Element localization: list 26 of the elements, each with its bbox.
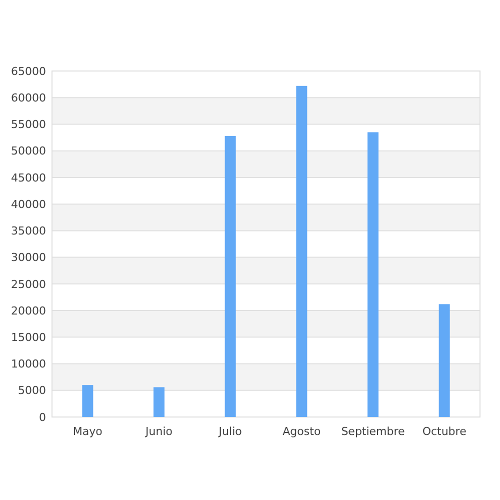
y-tick-label: 20000 [11, 304, 46, 318]
y-tick-label: 25000 [11, 278, 46, 291]
y-tick-label: 5000 [18, 384, 46, 398]
x-tick-label: Junio [144, 425, 173, 438]
y-tick-label: 45000 [11, 171, 46, 184]
bar [154, 387, 164, 417]
y-tick-label: 0 [39, 410, 46, 424]
bar [296, 86, 308, 417]
y-tick-label: 55000 [11, 118, 46, 132]
bar [438, 304, 450, 417]
y-tick-label: 60000 [11, 91, 46, 104]
y-tick-label: 40000 [11, 198, 46, 211]
x-tick-label: Mayo [72, 425, 103, 438]
y-tick-label: 10000 [11, 358, 46, 371]
x-tick-label: Octubre [422, 425, 467, 438]
bar [82, 385, 94, 417]
bar [368, 132, 378, 417]
y-tick-label: 35000 [11, 224, 46, 238]
x-tick-label: Julio [218, 425, 242, 438]
x-tick-label: Septiembre [341, 425, 406, 438]
y-tick-label: 50000 [11, 144, 46, 158]
x-tick-label: Agosto [282, 425, 321, 438]
y-tick-label: 30000 [11, 251, 46, 264]
y-tick-label: 15000 [11, 331, 46, 344]
y-tick-label: 65000 [11, 64, 46, 78]
bar [224, 136, 236, 417]
